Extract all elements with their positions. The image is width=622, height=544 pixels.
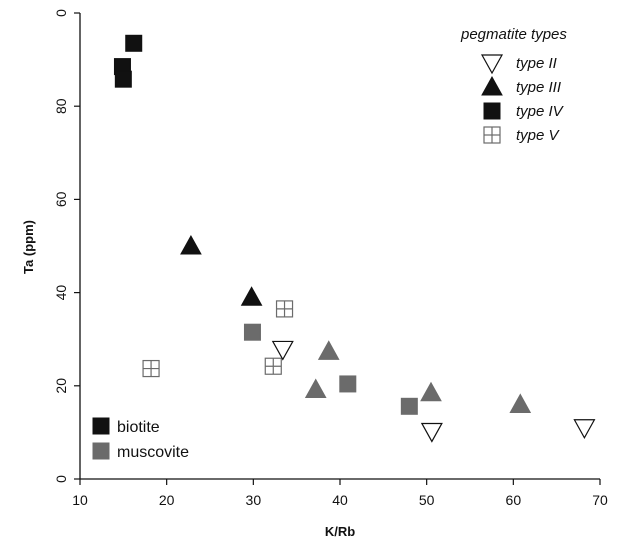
x-tick-label: 20: [159, 492, 175, 508]
legend-entry-label: biotite: [117, 419, 160, 436]
point-type-II-muscovite: [271, 340, 294, 361]
x-tick-label: 10: [72, 492, 88, 508]
point-type-IV-biotite: [125, 34, 143, 52]
point-type-IV-muscovite: [243, 323, 261, 341]
y-tick-label: 80: [53, 98, 69, 114]
legend-entry-label: muscovite: [117, 444, 189, 461]
point-type-III-biotite: [180, 234, 202, 255]
point-type-V-muscovite: [142, 359, 160, 378]
y-axis-label: Ta (ppm): [21, 220, 36, 274]
x-tick-label: 70: [592, 492, 608, 508]
legend-entry-label: type III: [516, 79, 561, 96]
point-type-IV-muscovite: [400, 397, 418, 415]
point-type-II-muscovite: [420, 422, 443, 443]
point-type-III-muscovite: [509, 393, 532, 413]
legend-entry-label: type IV: [516, 103, 565, 120]
legend-marker-III: [481, 75, 503, 96]
point-type-IV-muscovite: [339, 375, 357, 393]
x-tick-label: 30: [246, 492, 262, 508]
data-points: [113, 34, 596, 443]
point-type-II-muscovite: [573, 419, 596, 439]
tick-labels: 10 20 30 40 50 60 70 0 20 40 60 80 0: [53, 9, 608, 508]
x-tick-label: 60: [506, 492, 522, 508]
legend-swatch-muscovite: [92, 442, 110, 460]
point-type-V-muscovite: [275, 300, 294, 318]
point-type-III-muscovite: [317, 340, 340, 360]
y-tick-label: 0: [53, 475, 69, 483]
point-type-IV-biotite: [114, 70, 132, 88]
x-axis-label: K/Rb: [325, 524, 355, 539]
y-tick-label: 0: [53, 9, 69, 17]
x-tick-label: 40: [332, 492, 348, 508]
legend-title: pegmatite types: [460, 26, 567, 43]
y-tick-label: 40: [53, 285, 69, 301]
point-type-V-muscovite: [264, 357, 282, 375]
legend-swatch-biotite: [92, 417, 110, 435]
legend-marker-IV: [483, 102, 501, 120]
legend-minerals: biotite muscovite: [92, 417, 189, 461]
legend-entry-label: type II: [516, 55, 557, 72]
legend-marker-V: [483, 126, 501, 144]
legend-entry-label: type V: [516, 127, 561, 144]
y-tick-label: 20: [53, 378, 69, 394]
point-type-III-muscovite: [304, 378, 327, 399]
legend-pegmatite-types: pegmatite types type II type III type IV ty…: [460, 26, 567, 144]
legend-marker-II: [480, 54, 504, 75]
point-type-III-biotite: [240, 286, 263, 306]
point-type-III-muscovite: [420, 381, 442, 402]
y-tick-label: 60: [53, 191, 69, 207]
x-tick-label: 50: [419, 492, 435, 508]
